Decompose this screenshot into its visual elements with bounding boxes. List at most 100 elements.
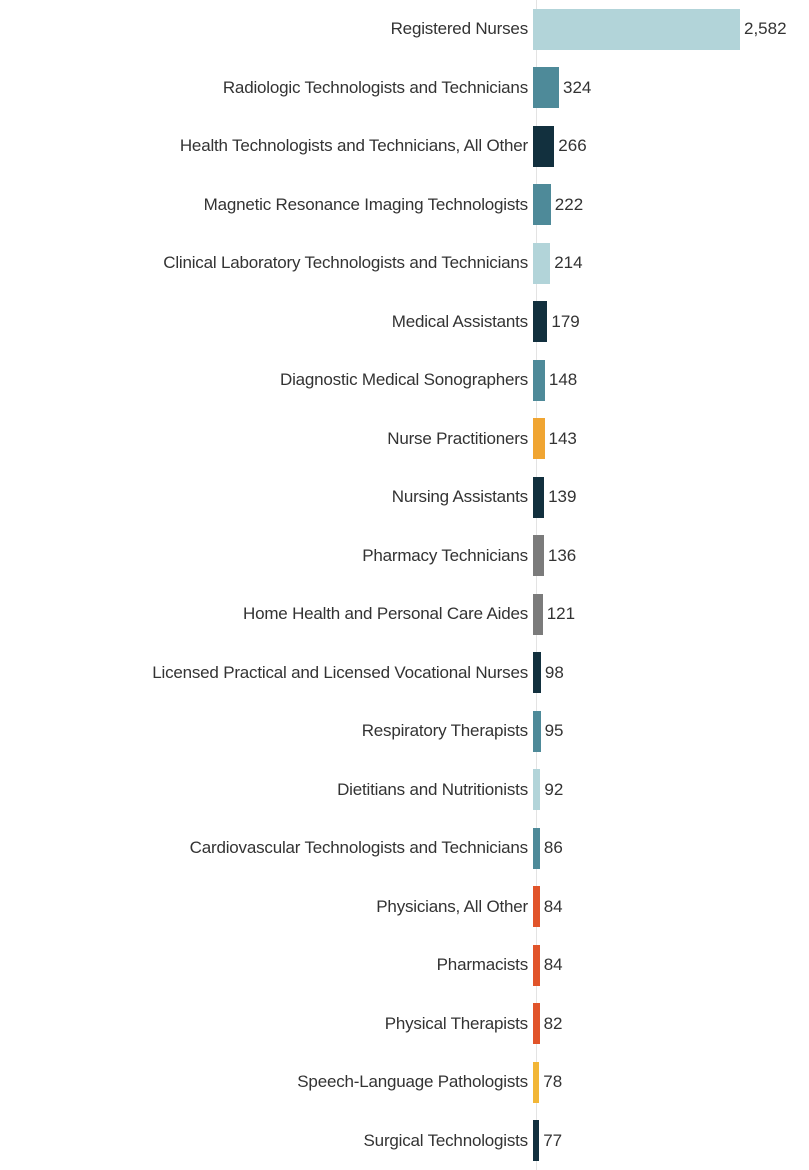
bar-area: 77 — [533, 1112, 562, 1170]
value-label: 98 — [544, 662, 564, 682]
bar-row: Pharmacists 84 — [0, 936, 809, 995]
bar[interactable] — [533, 593, 543, 635]
category-label: Physical Therapists — [384, 1013, 528, 1033]
bar[interactable] — [533, 1120, 540, 1162]
value-label: 324 — [563, 77, 592, 97]
bar-row: Home Health and Personal Care Aides 121 — [0, 585, 809, 644]
value-label: 92 — [544, 779, 564, 799]
category-label: Surgical Technologists — [363, 1130, 529, 1150]
bar-area: 266 — [533, 117, 587, 176]
value-label: 222 — [554, 194, 584, 214]
bar-row: Diagnostic Medical Sonographers 148 — [0, 351, 809, 410]
bar-area: 139 — [533, 468, 576, 527]
category-label: Nursing Assistants — [391, 487, 528, 507]
bar-row: Nursing Assistants 139 — [0, 468, 809, 527]
bar-area: 222 — [533, 176, 583, 235]
bar-area: 121 — [533, 585, 575, 644]
bar-row: Dietitians and Nutritionists 92 — [0, 761, 809, 820]
bar[interactable] — [533, 301, 548, 343]
bar-row: Licensed Practical and Licensed Vocation… — [0, 644, 809, 703]
bar[interactable] — [533, 944, 540, 986]
bar-row: Magnetic Resonance Imaging Technologists… — [0, 176, 809, 235]
category-label: Diagnostic Medical Sonographers — [280, 370, 528, 390]
value-label: 84 — [543, 955, 563, 975]
category-label: Home Health and Personal Care Aides — [243, 604, 528, 624]
bar-row: Registered Nurses 2,582 — [0, 0, 809, 59]
y-axis-line — [536, 0, 537, 1170]
bar[interactable] — [533, 359, 545, 401]
value-label: 136 — [547, 545, 577, 565]
value-label: 2,582 — [744, 19, 787, 39]
bar-row: Physical Therapists 82 — [0, 995, 809, 1054]
bar-area: 324 — [533, 59, 591, 118]
category-label: Respiratory Therapists — [361, 721, 529, 741]
value-label: 143 — [548, 428, 577, 448]
bar-area: 86 — [533, 819, 563, 878]
bar[interactable] — [533, 418, 545, 460]
value-label: 82 — [543, 1013, 563, 1033]
bar-area: 82 — [533, 995, 563, 1054]
bar-area: 179 — [533, 293, 580, 352]
bar[interactable] — [533, 242, 551, 284]
bar-row: Health Technologists and Technicians, Al… — [0, 117, 809, 176]
category-label: Registered Nurses — [390, 19, 529, 39]
category-label: Nurse Practitioners — [387, 428, 528, 448]
category-label: Pharmacists — [436, 955, 529, 975]
value-label: 78 — [543, 1072, 563, 1092]
category-label: Cardiovascular Technologists and Technic… — [189, 838, 529, 858]
bar[interactable] — [533, 886, 540, 928]
bar-area: 143 — [533, 410, 577, 469]
value-label: 95 — [544, 721, 564, 741]
bar-area: 92 — [533, 761, 563, 820]
bar-area: 84 — [533, 878, 563, 937]
bar[interactable] — [533, 652, 541, 694]
bar[interactable] — [533, 1003, 540, 1045]
bar-row: Physicians, All Other 84 — [0, 878, 809, 937]
bar[interactable] — [533, 125, 555, 167]
bar[interactable] — [533, 67, 559, 109]
category-label: Pharmacy Technicians — [362, 545, 528, 565]
bar-row: Radiologic Technologists and Technicians… — [0, 59, 809, 118]
category-label: Medical Assistants — [391, 311, 528, 331]
bar[interactable] — [533, 535, 544, 577]
category-label: Dietitians and Nutritionists — [337, 779, 528, 799]
bar-row: Medical Assistants 179 — [0, 293, 809, 352]
category-label: Clinical Laboratory Technologists and Te… — [163, 253, 528, 273]
category-label: Physicians, All Other — [376, 896, 528, 916]
value-label: 266 — [558, 136, 587, 156]
bar-row: Cardiovascular Technologists and Technic… — [0, 819, 809, 878]
bar-area: 78 — [533, 1053, 562, 1112]
bar-area: 214 — [533, 234, 583, 293]
bar-row: Surgical Technologists 77 — [0, 1112, 809, 1170]
category-label: Magnetic Resonance Imaging Technologists — [203, 194, 529, 214]
category-label: Speech-Language Pathologists — [297, 1072, 528, 1092]
bar-row: Respiratory Therapists 95 — [0, 702, 809, 761]
bar-area: 136 — [533, 527, 576, 586]
category-label: Radiologic Technologists and Technicians — [222, 77, 528, 97]
bar[interactable] — [533, 710, 541, 752]
bar[interactable] — [533, 769, 541, 811]
bar[interactable] — [533, 8, 740, 50]
value-label: 84 — [543, 896, 563, 916]
value-label: 121 — [546, 604, 576, 624]
bar-row: Clinical Laboratory Technologists and Te… — [0, 234, 809, 293]
bar[interactable] — [533, 184, 551, 226]
value-label: 86 — [543, 838, 563, 858]
bar-row: Nurse Practitioners 143 — [0, 410, 809, 469]
category-label: Health Technologists and Technicians, Al… — [179, 136, 528, 156]
bar[interactable] — [533, 1061, 540, 1103]
bar[interactable] — [533, 827, 540, 869]
value-label: 214 — [554, 253, 583, 273]
bar-area: 98 — [533, 644, 564, 703]
value-label: 77 — [543, 1130, 563, 1150]
bar-row: Speech-Language Pathologists 78 — [0, 1053, 809, 1112]
value-label: 179 — [551, 311, 580, 331]
bar-area: 84 — [533, 936, 563, 995]
bar-area: 2,582 — [533, 0, 787, 59]
value-label: 148 — [548, 370, 578, 390]
bar[interactable] — [533, 476, 545, 518]
value-label: 139 — [548, 487, 577, 507]
bar-row: Pharmacy Technicians 136 — [0, 527, 809, 586]
bar-area: 148 — [533, 351, 577, 410]
